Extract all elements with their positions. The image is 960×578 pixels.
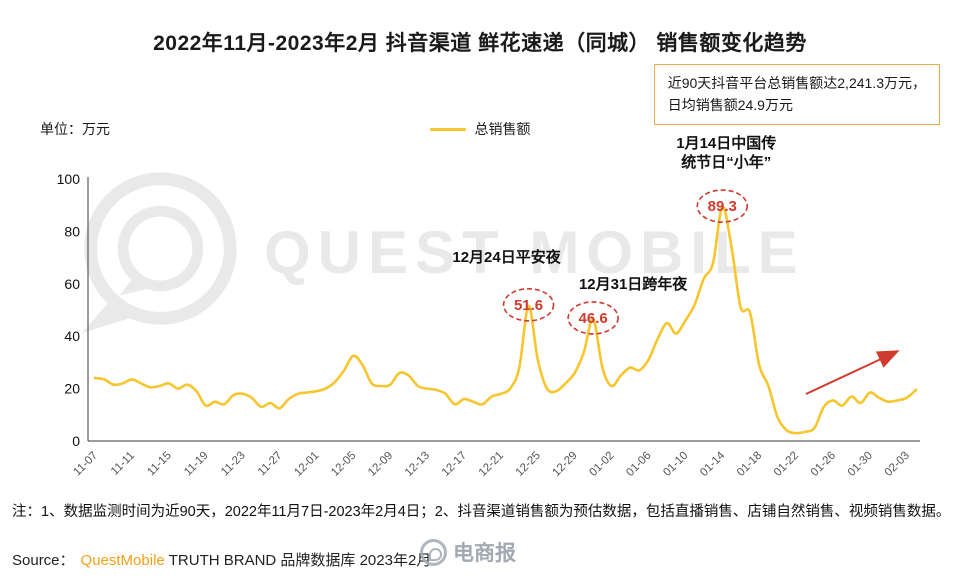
svg-text:0: 0	[72, 433, 80, 449]
svg-text:89.3: 89.3	[708, 198, 737, 215]
svg-text:01-14: 01-14	[698, 449, 728, 479]
footnote: 注：1、数据监测时间为近90天，2022年11月7日-2023年2月4日；2、抖…	[12, 504, 951, 520]
svg-text:01-22: 01-22	[772, 450, 801, 479]
trend-arrow-icon	[805, 350, 900, 395]
svg-text:12-29: 12-29	[551, 450, 580, 479]
chart-legend: 总销售额	[0, 119, 960, 139]
svg-text:01-06: 01-06	[624, 450, 653, 479]
svg-text:80: 80	[64, 223, 80, 239]
ecommerce-news-label: 电商报	[453, 542, 516, 565]
page-title: 2022年11月-2023年2月 抖音渠道 鲜花速递（同城） 销售额变化趋势	[153, 32, 807, 55]
svg-text:统节日“小年”: 统节日“小年”	[681, 153, 771, 171]
svg-text:11-27: 11-27	[256, 450, 285, 479]
summary-line-2: 日均销售额24.9万元	[667, 97, 793, 114]
chart-annotations: 51.6 12月24日平安夜 46.6 12月31日跨年夜 89.3 1月14日中国传统节…	[452, 134, 776, 335]
summary-info-box: 近90天抖音平台总销售额达2,241.3万元， 日均销售额24.9万元	[653, 64, 940, 125]
sales-line-series	[93, 205, 918, 435]
svg-text:11-07: 11-07	[71, 450, 100, 479]
legend-label: 总销售额	[474, 121, 531, 137]
svg-text:01-26: 01-26	[809, 450, 838, 479]
svg-text:12-13: 12-13	[403, 450, 432, 479]
svg-text:11-15: 11-15	[145, 450, 174, 479]
summary-line-1: 近90天抖音平台总销售额达2,241.3万元，	[667, 75, 926, 91]
svg-text:01-02: 01-02	[587, 450, 616, 479]
svg-text:40: 40	[64, 328, 80, 344]
svg-text:12-21: 12-21	[477, 450, 506, 479]
svg-text:01-30: 01-30	[846, 450, 875, 479]
source-line: Source： QuestMobile TRUTH BRAND 品牌数据库 2023…	[12, 549, 431, 570]
svg-text:46.6: 46.6	[579, 310, 608, 327]
svg-text:60: 60	[64, 276, 80, 292]
legend-line-swatch	[429, 127, 466, 131]
svg-text:02-03: 02-03	[883, 450, 912, 479]
svg-text:20: 20	[64, 381, 80, 397]
svg-text:12月24日平安夜: 12月24日平安夜	[452, 248, 561, 266]
svg-text:12-25: 12-25	[514, 450, 543, 479]
ecommerce-news-watermark: 电商报	[420, 537, 516, 567]
source-suffix: TRUTH BRAND 品牌数据库 2023年2月	[168, 552, 432, 569]
ecommerce-news-logo-icon	[420, 538, 447, 566]
svg-text:12-17: 12-17	[440, 450, 469, 479]
questmobile-watermark: QUEST MOBILE	[70, 166, 805, 338]
svg-text:11-19: 11-19	[182, 450, 211, 479]
svg-text:51.6: 51.6	[514, 297, 543, 314]
svg-text:1月14日中国传: 1月14日中国传	[676, 134, 776, 152]
unit-label: 单位：万元	[40, 121, 110, 137]
svg-text:12-09: 12-09	[366, 450, 395, 479]
watermark-brand-text: QUEST MOBILE	[264, 218, 805, 286]
svg-text:01-18: 01-18	[735, 450, 764, 479]
svg-text:100: 100	[57, 171, 81, 187]
svg-text:12月31日跨年夜: 12月31日跨年夜	[579, 275, 688, 293]
source-prefix: Source：	[12, 552, 75, 569]
questmobile-logo-icon	[81, 172, 237, 334]
source-brand: QuestMobile	[80, 552, 165, 569]
svg-text:12-01: 12-01	[292, 450, 321, 479]
svg-text:12-05: 12-05	[329, 450, 358, 479]
svg-text:11-11: 11-11	[109, 450, 137, 478]
svg-text:11-23: 11-23	[219, 450, 248, 479]
svg-text:01-10: 01-10	[661, 450, 690, 479]
